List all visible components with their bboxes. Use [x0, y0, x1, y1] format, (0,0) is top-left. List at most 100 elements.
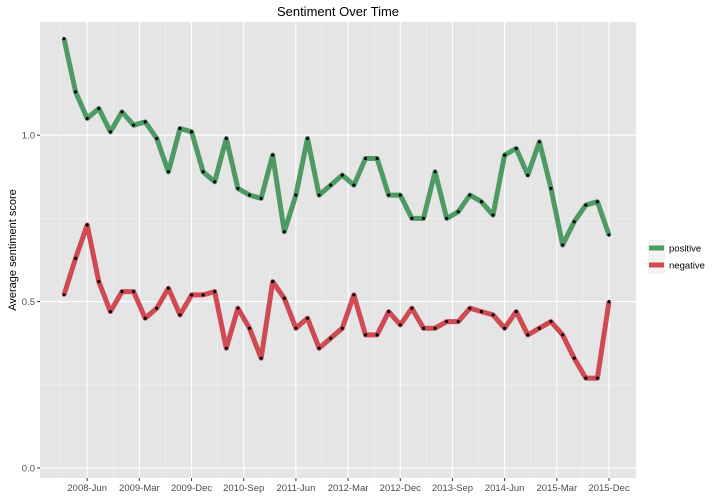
data-point-positive [329, 183, 333, 187]
data-point-negative [143, 316, 147, 320]
legend-label-positive: positive [669, 244, 701, 255]
x-axis-ticks: 2008-Jun 2009-Mar 2009-Dec 2010-Sep 2011-Jun… [67, 478, 630, 494]
legend: positive negative [648, 240, 705, 274]
data-point-positive [282, 230, 286, 234]
data-point-positive [445, 216, 449, 220]
data-point-negative [387, 309, 391, 314]
data-point-negative [236, 306, 240, 310]
x-tick-label: 2015-Mar [536, 483, 577, 494]
data-point-negative [491, 313, 495, 317]
data-point-positive [97, 106, 101, 111]
data-point-positive [271, 153, 275, 157]
data-point-negative [189, 293, 194, 297]
data-point-negative [166, 286, 170, 290]
x-tick-label: 2014-Jun [485, 483, 525, 494]
data-point-positive [398, 193, 402, 197]
data-point-positive [537, 140, 542, 144]
data-point-negative [398, 323, 402, 327]
data-point-negative [340, 326, 344, 330]
y-tick-label: 0.0 [22, 463, 35, 474]
data-point-negative [456, 319, 460, 324]
data-point-positive [456, 210, 460, 214]
plot-panel [40, 22, 636, 478]
chart-title: Sentiment Over Time [277, 4, 399, 19]
data-point-negative [421, 326, 426, 330]
data-point-negative [468, 306, 472, 310]
data-point-positive [305, 136, 310, 141]
data-point-positive [572, 220, 576, 224]
data-point-positive [62, 37, 66, 41]
data-point-negative [584, 376, 588, 380]
data-point-negative [607, 299, 611, 304]
data-point-positive [421, 216, 426, 220]
data-point-positive [213, 180, 217, 184]
data-point-positive [503, 153, 507, 157]
y-tick-label: 0.5 [22, 297, 35, 308]
data-point-positive [549, 186, 553, 191]
data-point-positive [120, 110, 124, 114]
data-point-negative [317, 346, 321, 350]
data-point-negative [595, 376, 600, 380]
data-point-negative [282, 296, 286, 300]
grid-lines [40, 22, 636, 478]
data-point-positive [143, 120, 147, 124]
x-tick-label: 2012-Dec [380, 483, 421, 494]
data-point-negative [526, 333, 530, 337]
data-point-positive [247, 193, 252, 197]
data-point-positive [155, 136, 159, 141]
data-point-positive [236, 186, 240, 191]
data-point-negative [294, 326, 298, 330]
data-point-negative [363, 333, 368, 337]
legend-label-negative: negative [669, 261, 705, 272]
data-point-negative [97, 280, 101, 284]
data-point-positive [317, 193, 321, 197]
data-point-negative [329, 336, 333, 340]
data-point-negative [178, 313, 182, 317]
data-point-positive [108, 130, 112, 134]
x-tick-label: 2015-Dec [588, 483, 629, 494]
x-tick-label: 2009-Dec [171, 483, 212, 494]
data-point-negative [73, 256, 78, 260]
data-point-positive [224, 136, 228, 141]
data-point-negative [537, 326, 542, 330]
data-point-positive [410, 216, 414, 220]
data-point-negative [155, 306, 159, 310]
data-point-negative [375, 333, 379, 337]
data-point-positive [189, 130, 194, 134]
data-point-negative [131, 290, 136, 294]
data-point-negative [479, 309, 484, 314]
data-point-positive [375, 156, 379, 161]
data-point-negative [433, 326, 437, 330]
x-tick-label: 2012-Mar [328, 483, 369, 494]
data-point-positive [352, 183, 356, 187]
y-axis-label: Average sentiment score [7, 189, 19, 310]
data-point-positive [607, 233, 611, 237]
x-tick-label: 2009-Mar [119, 483, 160, 494]
data-point-positive [259, 196, 263, 201]
data-point-negative [503, 326, 507, 330]
data-point-positive [178, 126, 182, 131]
data-point-positive [433, 170, 437, 174]
data-point-positive [85, 116, 89, 121]
data-point-negative [62, 293, 66, 297]
data-point-negative [247, 326, 252, 330]
series-line-negative [61, 222, 612, 381]
data-point-negative [514, 309, 518, 314]
data-point-positive [584, 203, 588, 207]
data-point-positive [294, 193, 298, 197]
data-point-negative [410, 306, 414, 310]
data-point-negative [108, 309, 112, 314]
data-point-positive [479, 200, 484, 204]
data-point-positive [561, 243, 565, 247]
data-point-positive [491, 213, 495, 217]
data-point-negative [305, 316, 310, 320]
y-tick-label: 1.0 [22, 130, 35, 141]
data-point-negative [271, 280, 275, 284]
x-tick-label: 2008-Jun [67, 483, 107, 494]
data-point-negative [561, 333, 565, 337]
data-point-positive [526, 173, 530, 177]
data-point-positive [166, 170, 170, 174]
x-tick-label: 2013-Sep [432, 483, 473, 494]
